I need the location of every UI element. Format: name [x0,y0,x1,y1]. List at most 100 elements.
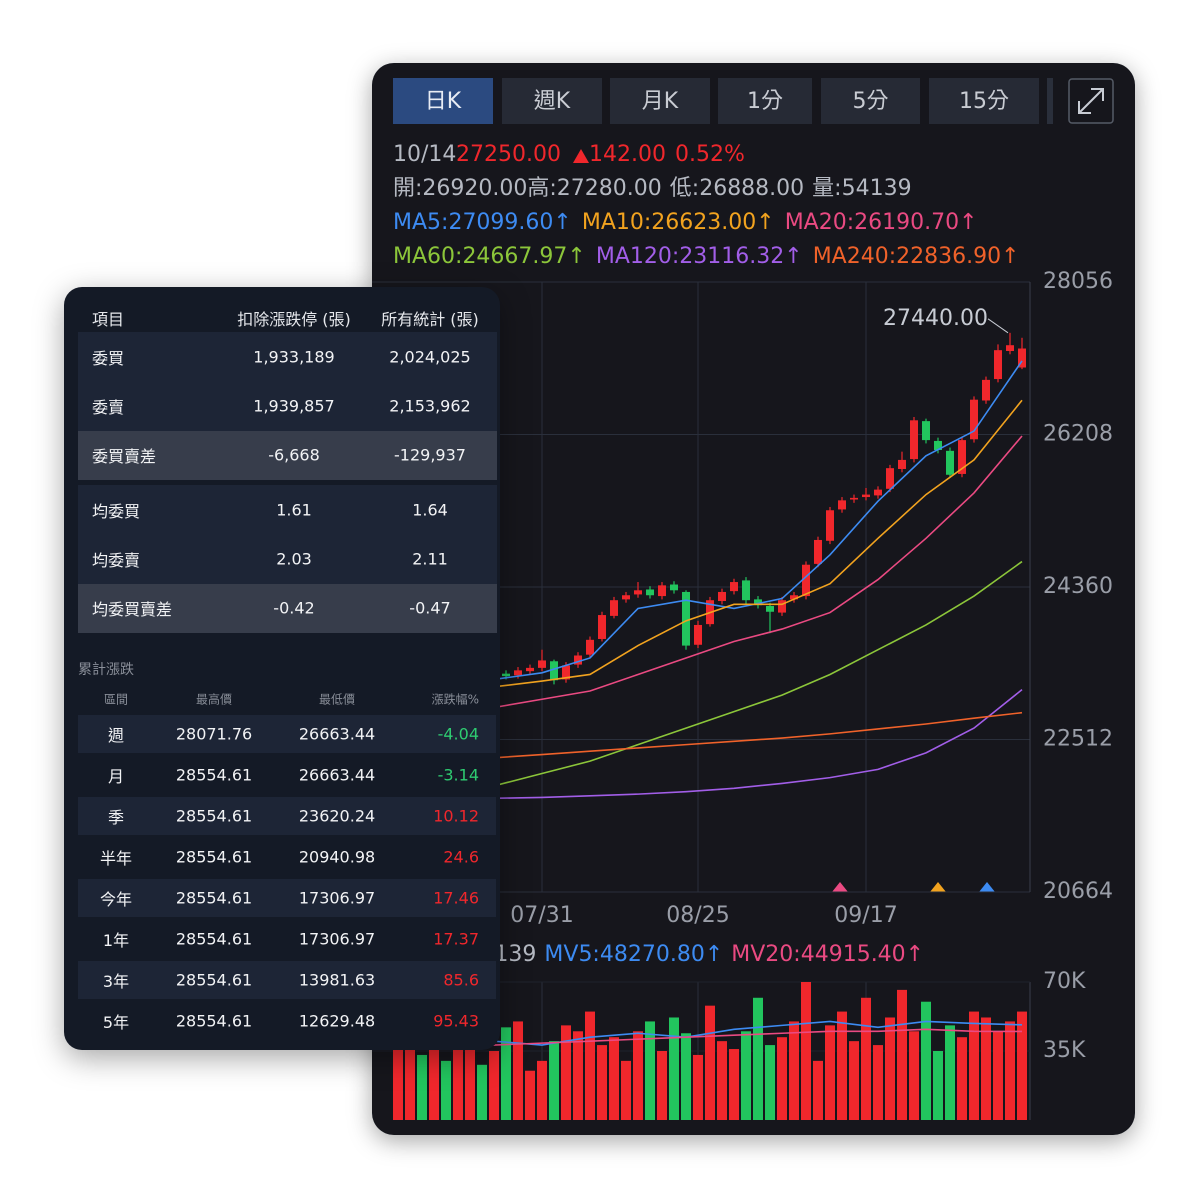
candle-body [562,665,570,680]
candle-body [958,440,966,474]
table-cell: 17.46 [433,888,479,908]
table-cell: 2.11 [412,549,448,569]
tab[interactable]: 1分 [718,78,812,124]
candle-body [682,591,690,646]
mv-line [397,1028,1023,1050]
candle-body [778,600,786,613]
row-bg [78,430,497,480]
table-cell: 10.12 [433,806,479,826]
stats-panel: 項目 扣除漲跌停 (張) 所有統計 (張) 委買 1,933,189 2,024,025 委… [64,287,500,1050]
ma-legend-item: MA10:26623.00↑ [582,210,775,235]
quote-ohlv: 開:26920.00高:27280.00 低:26888.00 量:54139 [393,176,912,201]
ma-line [397,360,1023,688]
y-tick-label: 28056 [1043,269,1113,294]
volume-bar [789,1021,799,1120]
volume-legend: 量:54139MV5:48270.80↑MV20:44915.40↑ [437,942,924,967]
candle-body [1018,348,1026,368]
candle-body [694,624,702,645]
quote-volume: 量:54139 [812,176,911,201]
row-bg [78,715,496,753]
row-bg [78,879,496,917]
volume-legend-item: MV5:48270.80↑ [544,942,723,967]
tab[interactable]: 月K [610,78,710,124]
quote-change: 142.00 [589,142,666,167]
volume-bar [549,1041,559,1120]
table-cell: 26663.44 [298,765,376,785]
volume-bar [981,1017,991,1120]
table-cell: 85.6 [443,970,479,990]
volume-bar [441,1060,451,1120]
candle-body [766,605,774,612]
table-cell: 1年 [102,931,130,950]
volume-legend-item: MV20:44915.40↑ [731,942,924,967]
table-cell: 2,024,025 [389,347,471,367]
y-tick-label: 24360 [1043,574,1113,599]
table-cell: 季 [107,808,125,827]
tab-bg [718,78,812,124]
tab[interactable]: 週K [502,78,602,124]
volume-bar [1017,1011,1027,1120]
volume-bar [573,1031,583,1120]
quote-open: 開:26920.00 [393,176,527,201]
volume-bar [537,1060,547,1120]
volume-bar [741,1031,751,1120]
volume-bar [837,1011,847,1120]
x-tick-label: 07/31 [510,903,573,928]
y-tick-label: 22512 [1043,727,1113,752]
tab-bg [502,78,602,124]
tab-bg [929,78,1039,124]
candle-body [646,589,654,596]
candle-body [754,599,762,606]
candle-body [970,399,978,440]
candle-body [862,494,870,498]
table-cell: 28554.61 [175,970,253,990]
candle-body [718,591,726,602]
ma-line [397,399,1023,696]
table-header: 最低價 [318,692,356,707]
table-cell: 17306.97 [298,929,376,949]
table-cell: -4.04 [437,724,479,744]
table-cell: 1,933,189 [253,347,335,367]
tab-label: 日K [425,89,462,114]
ma-legend: MA60:24667.97↑ MA120:23116.32↑ MA240:22836… [393,244,1020,269]
volume-bar [693,1054,703,1120]
volume-bar [957,1037,967,1120]
volume-bar [765,1045,775,1120]
table-cell: 17.37 [433,929,479,949]
candle-body [526,667,534,672]
volume-bar [465,1037,475,1120]
volume-bar [945,1025,955,1120]
tab[interactable]: 日K [393,78,493,124]
volume-bar [597,1045,607,1120]
table-cell: 委買賣差 [92,447,157,467]
table-header: 漲跌幅% [431,692,479,707]
volume-bar [645,1021,655,1120]
candle-body [910,420,918,460]
section-title: 累計漲跌 [78,662,134,678]
tab[interactable]: 15分 [929,78,1039,124]
table-cell: 2.03 [276,549,312,569]
tab[interactable]: 5分 [821,78,920,124]
up-arrow [573,149,589,163]
candle-body [586,639,594,655]
ma-line [398,689,1023,800]
volume-bar [633,1031,643,1120]
y-tick-label: 26208 [1043,422,1113,447]
signal-marker [832,882,848,892]
table-header: 扣除漲跌停 (張) [237,310,351,329]
annotation-label: 27440.00 [883,306,988,331]
candle-body [922,421,930,441]
table-cell: 委賣 [92,397,125,417]
table-cell: 95.43 [433,1011,479,1031]
quote-change-pct: 0.52% [675,142,745,167]
row-bg [78,961,496,999]
volume-bar [489,1051,499,1120]
row-bg [78,485,497,535]
table-header: 項目 [92,310,125,329]
volume-bar [621,1060,631,1120]
expand-button[interactable] [1068,78,1114,124]
table-cell: 1.64 [412,500,448,520]
table-cell: -129,937 [394,445,466,465]
volume-bar [993,1031,1003,1120]
